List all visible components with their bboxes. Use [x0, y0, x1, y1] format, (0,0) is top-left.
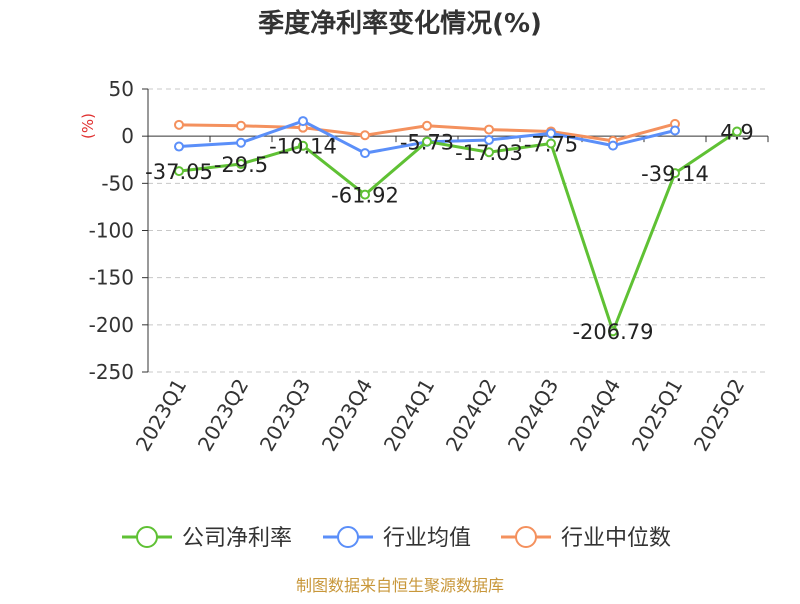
data-point — [360, 130, 370, 141]
data-point — [484, 147, 494, 158]
data-source-note: 制图数据来自恒生聚源数据库 — [296, 576, 504, 595]
data-point — [422, 120, 432, 131]
y-tick-label: -100 — [89, 219, 134, 243]
data-point — [174, 141, 184, 152]
series-lines — [174, 116, 742, 337]
y-tick-label: -150 — [89, 266, 134, 290]
legend-item[interactable]: 行业中位数 — [501, 526, 671, 551]
legend-marker — [136, 526, 158, 548]
data-point — [608, 140, 618, 151]
series-公司净利率 — [174, 126, 742, 337]
data-label: 4.9 — [720, 121, 753, 145]
data-point — [298, 116, 308, 127]
data-label: -61.92 — [331, 184, 399, 208]
x-tick-label: 2025Q2 — [689, 375, 749, 456]
data-point — [484, 124, 494, 135]
legend-item[interactable]: 公司净利率 — [122, 526, 292, 551]
y-tick-label: -50 — [101, 171, 134, 195]
data-label: -206.79 — [572, 320, 653, 344]
data-point — [174, 166, 184, 177]
legend-item[interactable]: 行业均值 — [323, 526, 471, 551]
data-label: -29.5 — [214, 153, 268, 177]
legend-label: 行业中位数 — [561, 526, 671, 551]
data-point — [236, 137, 246, 148]
data-labels: -37.05 -29.5-10.14 -61.92 -5.73 -17.03 -7.75 -… — [145, 121, 754, 345]
x-tick-label: 2023Q3 — [255, 375, 315, 456]
legend-label: 行业均值 — [383, 526, 471, 551]
data-label: -17.03 — [455, 141, 523, 165]
series-line — [178, 130, 738, 333]
data-point — [732, 126, 742, 137]
data-label: -39.14 — [641, 162, 709, 186]
legend-label: 公司净利率 — [182, 526, 292, 551]
chart-title: 季度净利率变化情况(%) — [258, 8, 542, 39]
data-label: -5.73 — [400, 131, 454, 155]
data-point — [546, 138, 556, 149]
legend-marker — [337, 526, 359, 548]
y-axis-label: (%) — [79, 113, 97, 139]
data-point — [236, 158, 246, 169]
data-point — [608, 326, 618, 337]
data-point — [174, 119, 184, 130]
data-point — [670, 125, 680, 136]
grid-lines — [148, 88, 768, 373]
data-point — [422, 136, 432, 147]
data-point — [236, 120, 246, 131]
data-label: -37.05 — [145, 160, 213, 184]
x-tick-label: 2023Q4 — [317, 375, 377, 456]
y-tick-label: -200 — [89, 313, 134, 337]
y-tick-label: 0 — [121, 124, 134, 148]
data-point — [298, 140, 308, 151]
x-tick-label: 2023Q2 — [193, 375, 253, 456]
y-tick-label: 50 — [109, 77, 134, 101]
legend[interactable]: 公司净利率 行业均值 行业中位数 — [122, 526, 671, 551]
x-tick-label: 2024Q2 — [441, 375, 501, 456]
data-point — [546, 128, 556, 139]
legend-marker — [515, 526, 537, 548]
x-tick-label: 2024Q3 — [503, 375, 563, 456]
data-point — [360, 148, 370, 159]
y-tick-label: -250 — [89, 360, 134, 384]
x-tick-label: 2025Q1 — [627, 375, 687, 456]
data-label: -10.14 — [269, 135, 337, 159]
data-point — [360, 189, 370, 200]
x-tick-label: 2024Q1 — [379, 375, 439, 456]
data-point — [670, 168, 680, 179]
x-tick-label: 2024Q4 — [565, 375, 625, 456]
x-tick-label: 2023Q1 — [131, 375, 191, 456]
data-label: -7.75 — [524, 132, 578, 156]
data-point — [484, 134, 494, 145]
